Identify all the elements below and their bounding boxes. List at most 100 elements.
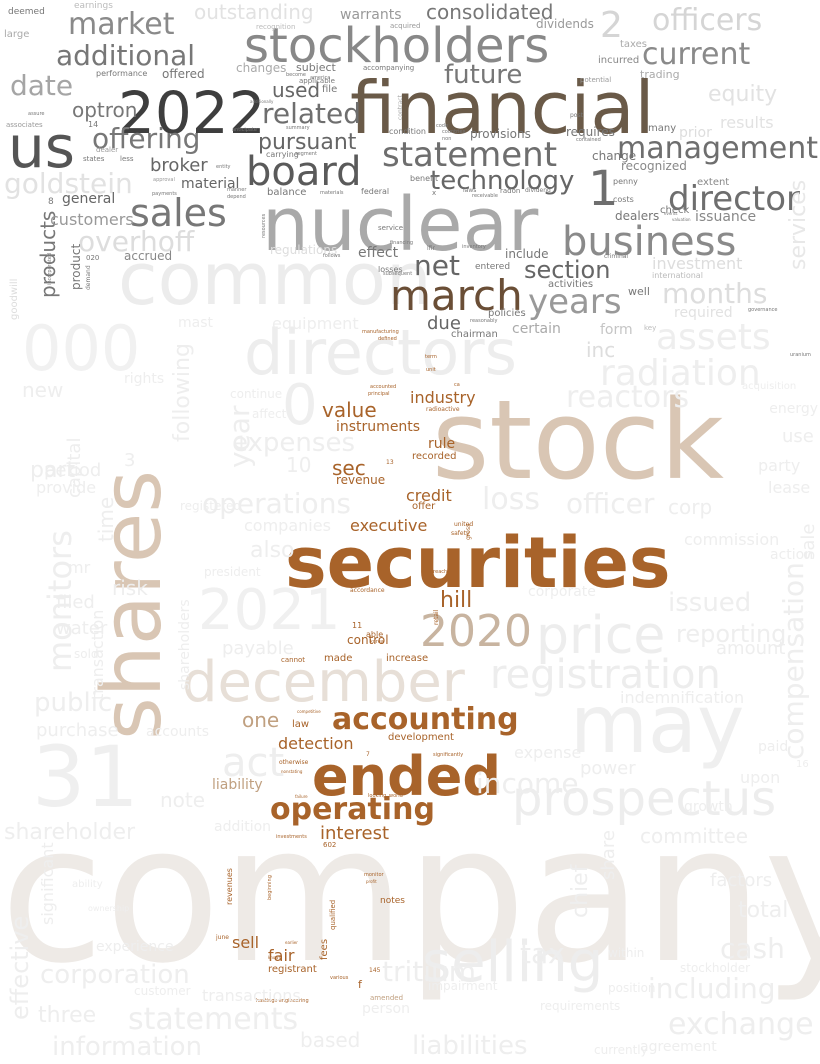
word-based: based — [300, 1028, 361, 1052]
word-america: america — [310, 75, 331, 81]
word-years: years — [528, 282, 622, 322]
word-accompanying: accompanying — [363, 64, 415, 72]
word-significantly: significantly — [433, 752, 464, 758]
word-directors: directors — [244, 316, 517, 389]
word-upon: upon — [740, 768, 781, 787]
word-countries: countries — [442, 129, 466, 135]
word-benefit: benefit — [410, 174, 439, 183]
word-warrants: warrants — [340, 7, 402, 23]
word-statements: statements — [128, 1002, 299, 1037]
word-required: required — [674, 305, 733, 321]
word-registration: registration — [490, 652, 721, 698]
word-officer: officer — [566, 487, 655, 520]
word-penny: penny — [613, 177, 638, 186]
word-profit: profit — [366, 879, 377, 884]
word-radon: radon — [500, 187, 521, 195]
word-reporting: reporting — [676, 620, 787, 648]
word-may: may — [570, 678, 745, 771]
word-goldstein: goldstein — [4, 167, 133, 200]
word-payable: payable — [222, 638, 294, 659]
word-currently: currently — [594, 1043, 648, 1057]
word-customer: customer — [134, 984, 191, 998]
word-agreement: agreement — [640, 1039, 717, 1055]
word-due: due — [427, 313, 461, 334]
word-associates: associates — [6, 121, 43, 129]
word-control: control — [347, 633, 389, 647]
word-summary: summary — [286, 125, 310, 131]
word-financial: financial — [350, 66, 655, 150]
word-year: year — [223, 405, 256, 468]
word-effective: effective — [6, 915, 34, 1020]
word-additionally: additionally — [250, 99, 274, 104]
word-share: share — [598, 830, 619, 880]
word-hill: hill — [440, 588, 473, 613]
word-water: water — [56, 618, 108, 639]
word-large: large — [4, 29, 30, 40]
word-information: information — [52, 1032, 203, 1062]
word-subsequent: subsequent — [383, 271, 413, 277]
word-party: party — [758, 456, 801, 475]
word-common: common — [118, 237, 432, 321]
word-management: management — [617, 131, 818, 166]
word-segment: segment — [295, 151, 317, 157]
word-stockholder: stockholder — [680, 961, 751, 975]
word-sales: sales — [130, 191, 227, 235]
word-action: action — [770, 547, 814, 563]
word-valuation: valuation — [672, 217, 691, 222]
word-states: states — [83, 155, 105, 163]
word-code: code — [436, 123, 449, 129]
word-accounting: accounting — [332, 702, 519, 737]
word-approval: approval — [153, 177, 175, 183]
word-rule: rule — [428, 436, 456, 452]
word-lfir: lfir — [427, 245, 435, 252]
word-change: change — [592, 149, 637, 163]
word-taxes: taxes — [620, 39, 648, 50]
word-known: known — [268, 955, 282, 960]
word-increase: increase — [386, 653, 429, 664]
word-otherwise: otherwise — [279, 759, 309, 766]
word-events: events — [664, 211, 678, 216]
word-credit: credit — [406, 486, 452, 505]
word-march: march — [390, 271, 523, 320]
word-monitor: monitor — [364, 872, 384, 878]
word-world: world — [389, 793, 403, 799]
word-recognized: recognized — [621, 159, 687, 173]
word-material: material — [181, 176, 240, 192]
word-securities: securities — [285, 522, 671, 604]
word-impairment: impairment — [428, 979, 498, 993]
word-dividends: dividends — [536, 17, 594, 31]
word-unit: unit — [426, 367, 436, 373]
word-amended: amended — [370, 994, 404, 1002]
word-failure: failure — [295, 794, 308, 799]
word-december: december — [182, 650, 465, 715]
word-mast: mast — [178, 315, 213, 331]
word-experience: experience — [96, 939, 174, 955]
word-detection: detection — [278, 734, 354, 753]
word-service: service — [378, 224, 404, 232]
word-investment: investment — [652, 254, 743, 273]
word-contract: contract — [397, 95, 404, 120]
word-part: part — [30, 458, 76, 483]
word-certain: certain — [512, 321, 561, 337]
word-company: company — [0, 784, 820, 1005]
word-stockholders: stockholders — [244, 18, 550, 74]
word-condition: condition — [389, 127, 426, 136]
word-various: various — [330, 975, 349, 981]
word-ca: ca — [454, 382, 460, 388]
word-broker: broker — [150, 155, 208, 176]
word-nuclear: nuclear — [262, 182, 539, 268]
word-3: 3 — [124, 450, 136, 471]
word-transactions: transactions — [202, 986, 301, 1005]
word-accounted: accounted — [370, 384, 397, 390]
word-cash: cash — [720, 932, 785, 965]
word-registrant: registrant — [268, 964, 317, 975]
word-section: section — [524, 256, 611, 284]
word-purchase: purchase — [36, 720, 119, 741]
word-term: term — [425, 354, 437, 360]
word-general: general — [62, 191, 116, 207]
word-lease: lease — [768, 478, 811, 497]
word-2: 2 — [600, 5, 623, 46]
word-registered: registered — [180, 499, 242, 513]
word-equipment: equipment — [272, 314, 359, 333]
word-changes: changes — [236, 61, 287, 75]
